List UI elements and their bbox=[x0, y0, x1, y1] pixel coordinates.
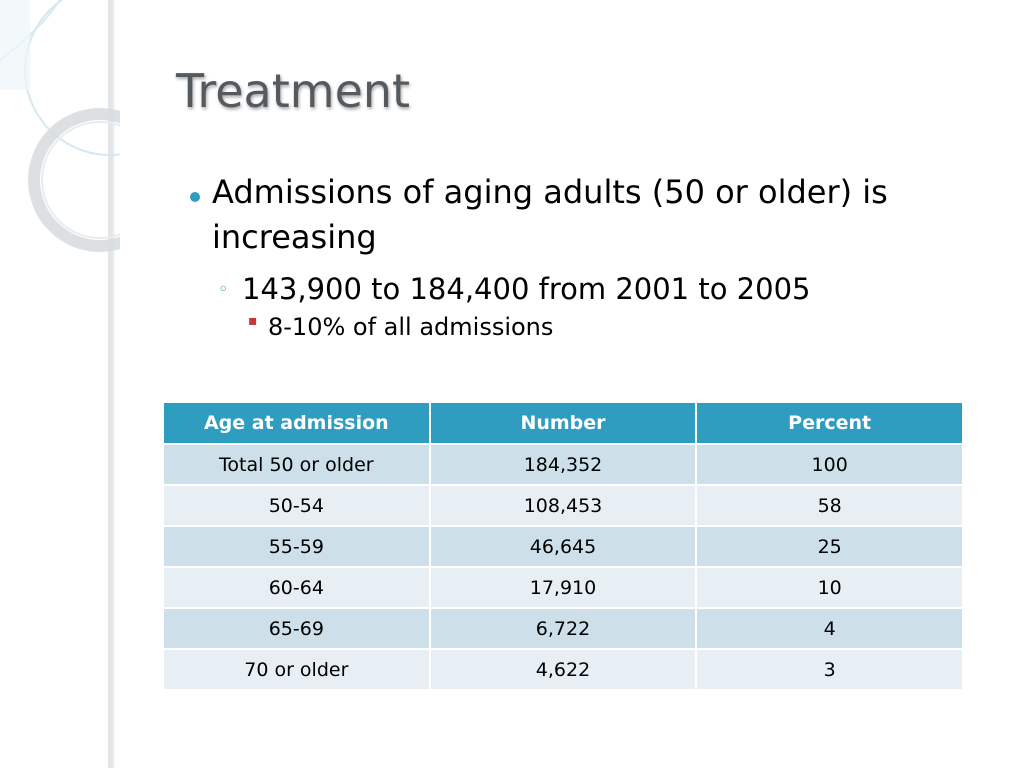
table-row: 50-54 108,453 58 bbox=[162, 484, 964, 527]
table-row: 55-59 46,645 25 bbox=[162, 525, 964, 568]
bullet-list: Admissions of aging adults (50 or older)… bbox=[188, 170, 1008, 345]
cell-percent: 10 bbox=[695, 566, 964, 609]
cell-age: 70 or older bbox=[162, 648, 431, 691]
bullet-level-3: ▪ 8-10% of all admissions bbox=[246, 311, 1008, 345]
bullet-level-2-text: 143,900 to 184,400 from 2001 to 2005 bbox=[242, 271, 811, 306]
cell-number: 46,645 bbox=[428, 525, 698, 568]
cell-percent: 100 bbox=[695, 443, 964, 486]
small-square-bullet-icon: ▪ bbox=[248, 313, 258, 330]
cell-age: 65-69 bbox=[162, 607, 431, 650]
table-header-row: Age at admission Number Percent bbox=[162, 401, 964, 445]
cell-age: 60-64 bbox=[162, 566, 431, 609]
cell-age: 55-59 bbox=[162, 525, 431, 568]
header-percent: Percent bbox=[695, 401, 964, 445]
bullet-level-1-text: Admissions of aging adults (50 or older)… bbox=[212, 173, 888, 257]
header-number: Number bbox=[428, 401, 698, 445]
cell-number: 108,453 bbox=[428, 484, 698, 527]
bullet-level-2: ◦ 143,900 to 184,400 from 2001 to 2005 bbox=[216, 269, 1008, 310]
cell-age: 50-54 bbox=[162, 484, 431, 527]
table-row: 70 or older 4,622 3 bbox=[162, 648, 964, 691]
slide-title: Treatment bbox=[176, 64, 411, 118]
decorative-swirl bbox=[0, 0, 120, 768]
bullet-level-3-text: 8-10% of all admissions bbox=[268, 313, 554, 342]
table-row: 60-64 17,910 10 bbox=[162, 566, 964, 609]
cell-percent: 3 bbox=[695, 648, 964, 691]
filled-circle-bullet-icon bbox=[190, 192, 200, 202]
cell-percent: 4 bbox=[695, 607, 964, 650]
table-row: 65-69 6,722 4 bbox=[162, 607, 964, 650]
cell-number: 17,910 bbox=[428, 566, 698, 609]
cell-number: 184,352 bbox=[428, 443, 698, 486]
hollow-circle-bullet-icon: ◦ bbox=[218, 278, 229, 300]
bullet-level-1: Admissions of aging adults (50 or older)… bbox=[188, 170, 1008, 261]
table-row: Total 50 or older 184,352 100 bbox=[162, 443, 964, 486]
cell-number: 4,622 bbox=[428, 648, 698, 691]
cell-percent: 25 bbox=[695, 525, 964, 568]
cell-number: 6,722 bbox=[428, 607, 698, 650]
admissions-table: Age at admission Number Percent Total 50… bbox=[162, 401, 964, 691]
header-age-at-admission: Age at admission bbox=[162, 401, 431, 445]
cell-age: Total 50 or older bbox=[162, 443, 431, 486]
cell-percent: 58 bbox=[695, 484, 964, 527]
